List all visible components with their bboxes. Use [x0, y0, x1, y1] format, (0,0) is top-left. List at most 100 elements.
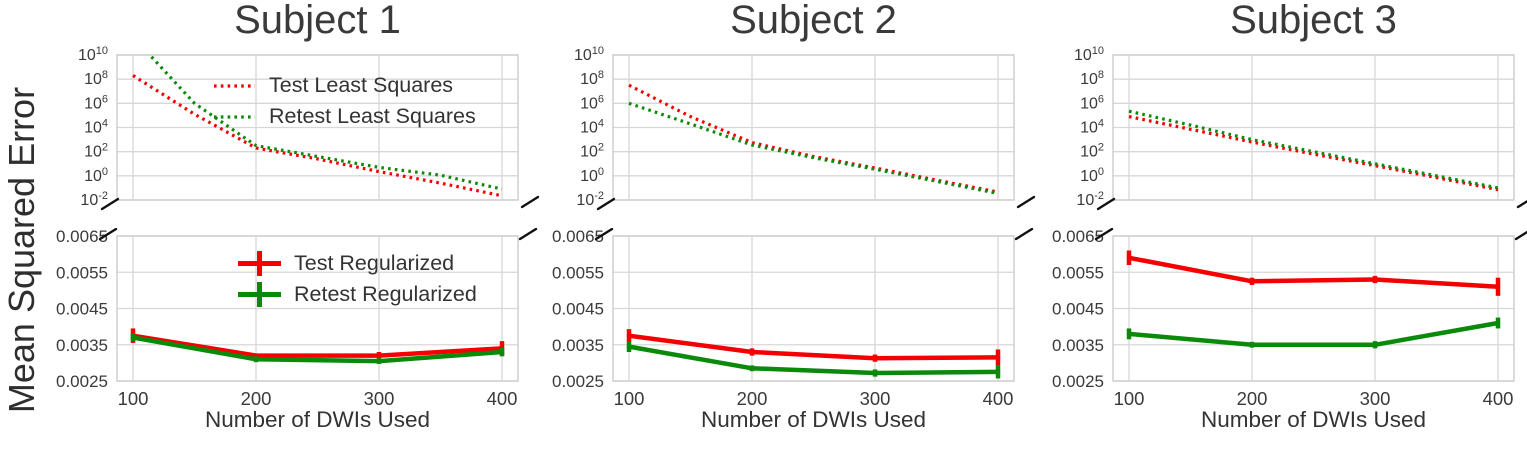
test-least-squares-marker-icon: [214, 84, 255, 88]
legend-label: Retest Regularized: [294, 282, 477, 306]
y-tick-label: 108: [84, 69, 108, 88]
x-tick-label: 100: [1114, 388, 1145, 409]
retest-least-squares-line: [147, 54, 503, 191]
plot-border: [116, 54, 519, 201]
y-tick-label: 100: [1080, 166, 1104, 185]
axis-break-mark: [596, 197, 616, 211]
y-tick-label: 10-2: [1076, 190, 1104, 209]
y-tick-label: 1010: [78, 46, 108, 64]
regularized-legend: Test Regularized Retest Regularized: [237, 248, 477, 310]
subject-title: Subject 2: [730, 0, 897, 42]
y-tick-label: 0.0035: [56, 336, 108, 355]
legend-row: Test Regularized: [237, 248, 477, 279]
legend-label: Test Least Squares: [269, 73, 454, 97]
retest-least-squares-line: [1128, 109, 1499, 190]
y-tick-label: 102: [580, 142, 604, 161]
x-tick-label: 400: [983, 388, 1014, 409]
y-tick-label: 0.0055: [1052, 263, 1104, 282]
legend-row: Retest Least Squares: [212, 101, 476, 132]
log-mse-plot-subject-2: 1010 108 106 104 102 100 10-2: [574, 46, 1036, 211]
x-tick-label: 300: [1360, 388, 1391, 409]
retest-least-squares-line: [628, 101, 999, 195]
regularized-mse-plot-subject-1: 0.0065 0.0055 0.0045 0.0035 0.0025 100 200 300 4…: [56, 228, 538, 409]
y-tick-label: 0.0065: [1052, 228, 1104, 246]
y-tick-label: 0.0045: [1052, 300, 1104, 319]
y-tick-label: 104: [84, 118, 108, 137]
legend-row: Retest Regularized: [237, 279, 477, 310]
x-tick-label: 200: [241, 388, 272, 409]
y-tick-label: 100: [580, 166, 604, 185]
y-tick-label: 1010: [1074, 46, 1104, 64]
y-tick-label: 108: [1080, 69, 1104, 88]
y-tick-label: 0.0065: [56, 228, 108, 246]
subject-1-column: Subject 1 1010 108 106 104 102 100 10-2 0.0065…: [47, 0, 541, 450]
test-least-squares-line: [132, 74, 503, 198]
test-regularized-line: [626, 333, 1001, 361]
axis-break-mark: [1516, 199, 1527, 209]
axis-break-mark: [518, 228, 538, 241]
y-tick-label: 0.0055: [552, 263, 604, 282]
retest-regularized-line: [130, 335, 505, 364]
retest-regularized-line: [626, 344, 1001, 376]
test-regularized-marker-icon: [238, 251, 281, 276]
y-axis-label: Mean Squared Error: [1, 86, 42, 414]
y-tick-label: 102: [1080, 142, 1104, 161]
y-tick-label: 0.0065: [552, 228, 604, 246]
y-tick-label: 104: [1080, 118, 1104, 137]
y-tick-label: 10-2: [80, 190, 108, 209]
y-tick-label: 0.0025: [56, 372, 108, 391]
y-tick-label: 104: [580, 118, 604, 137]
legend-label: Test Regularized: [294, 251, 455, 275]
regularized-mse-plot-subject-2: 0.0065 0.0055 0.0045 0.0035 0.0025 100 200 300 4…: [552, 228, 1034, 409]
axis-break-mark: [1016, 195, 1036, 209]
subject-2-column: Subject 2 1010 108 106 104 102 100 10-2 0.0065…: [543, 0, 1037, 450]
subject-title: Subject 1: [234, 0, 401, 42]
y-tick-label: 106: [84, 93, 108, 112]
test-least-squares-line: [1128, 115, 1499, 192]
test-regularized-line: [130, 333, 505, 358]
log-mse-plot-subject-3: 1010 108 106 104 102 100 10-2: [1074, 46, 1527, 211]
x-tick-label: 400: [1483, 388, 1514, 409]
x-tick-label: 400: [487, 388, 518, 409]
y-tick-label: 106: [580, 93, 604, 112]
y-tick-label: 1010: [574, 46, 604, 64]
y-tick-label: 0.0045: [56, 300, 108, 319]
y-tick-label: 0.0055: [56, 263, 108, 282]
legend-label: Retest Least Squares: [269, 104, 476, 128]
plot-border: [116, 235, 519, 382]
axis-break-mark: [100, 197, 120, 211]
regularized-mse-plot-subject-3: 0.0065 0.0055 0.0045 0.0035 0.0025 100 200 300 4…: [1052, 228, 1527, 409]
x-axis-label: Number of DWIs Used: [1200, 407, 1427, 432]
subject-title: Subject 3: [1230, 0, 1397, 42]
axis-break-mark: [1514, 230, 1527, 241]
x-tick-label: 200: [737, 388, 768, 409]
y-tick-label: 0.0025: [1052, 372, 1104, 391]
legend-row: Test Least Squares: [212, 70, 476, 101]
retest-least-squares-marker-icon: [214, 115, 255, 119]
plot-border: [612, 54, 1015, 201]
plot-border: [1112, 235, 1515, 382]
axis-break-mark: [594, 228, 614, 241]
y-tick-label: 102: [84, 142, 108, 161]
y-tick-label: 100: [84, 166, 108, 185]
y-tick-label: 108: [580, 69, 604, 88]
y-tick-label: 0.0025: [552, 372, 604, 391]
y-tick-label: 106: [1080, 93, 1104, 112]
retest-regularized-marker-icon: [238, 282, 281, 307]
x-tick-label: 300: [860, 388, 891, 409]
axis-break-mark: [1094, 228, 1114, 241]
plot-border: [612, 235, 1015, 382]
least-squares-legend: Test Least Squares Retest Least Squares: [212, 70, 476, 132]
x-axis-label: Number of DWIs Used: [700, 407, 927, 432]
subject-3-column: Subject 3 1010 108 106 104 102 100 10-2 0.0065…: [1043, 0, 1527, 450]
x-tick-label: 100: [118, 388, 149, 409]
y-tick-label: 0.0035: [1052, 336, 1104, 355]
x-tick-label: 200: [1237, 388, 1268, 409]
test-regularized-line: [1126, 255, 1501, 289]
x-axis-label: Number of DWIs Used: [204, 407, 431, 432]
y-tick-label: 10-2: [576, 190, 604, 209]
x-tick-label: 300: [364, 388, 395, 409]
axis-break-mark: [98, 228, 118, 241]
plot-border: [1112, 54, 1515, 201]
